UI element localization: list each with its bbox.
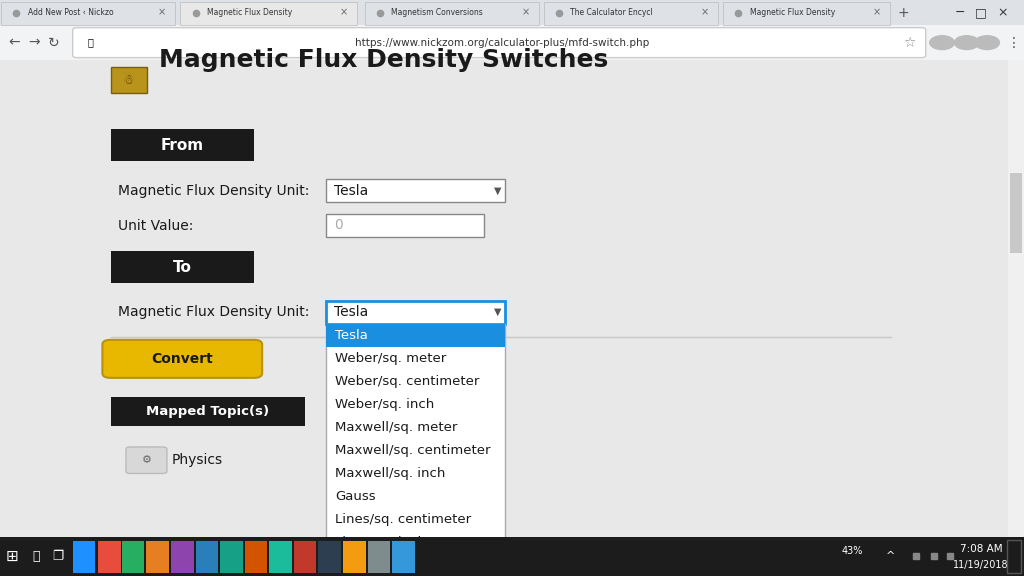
Text: Tesla: Tesla [334,184,368,198]
FancyBboxPatch shape [0,537,1024,576]
Text: ←: ← [8,36,20,50]
Text: Physics: Physics [172,453,223,467]
FancyBboxPatch shape [326,214,484,237]
Text: 🔍: 🔍 [32,550,40,563]
Text: ↻: ↻ [47,36,59,50]
Text: +: + [897,6,909,20]
Text: Magnetic Flux Density Switches: Magnetic Flux Density Switches [159,48,608,73]
FancyBboxPatch shape [98,541,121,573]
Text: ⊞: ⊞ [6,549,18,564]
FancyBboxPatch shape [196,541,218,573]
Text: Lines/sq. centimeter: Lines/sq. centimeter [335,513,471,526]
Text: 11/19/2018: 11/19/2018 [953,560,1009,570]
Text: Weber/sq. centimeter: Weber/sq. centimeter [335,375,479,388]
Text: Tesla: Tesla [335,329,368,342]
Text: ×: × [521,7,529,18]
Text: Mapped Topic(s): Mapped Topic(s) [146,406,269,418]
Text: Weber/sq. meter: Weber/sq. meter [335,352,446,365]
FancyBboxPatch shape [318,541,341,573]
FancyBboxPatch shape [122,541,144,573]
FancyBboxPatch shape [111,67,147,93]
FancyBboxPatch shape [0,60,1024,537]
Text: ×: × [340,7,348,18]
Text: Magnetism Conversions: Magnetism Conversions [391,8,483,17]
FancyBboxPatch shape [111,129,254,161]
Text: 43%: 43% [842,545,862,555]
Text: ^: ^ [886,551,896,562]
Text: Maxwell/sq. meter: Maxwell/sq. meter [335,421,458,434]
Text: Magnetic Flux Density: Magnetic Flux Density [750,8,835,17]
Text: https://www.nickzom.org/calculator-plus/mfd-switch.php: https://www.nickzom.org/calculator-plus/… [354,37,649,48]
FancyBboxPatch shape [111,251,254,283]
Text: ×: × [872,7,881,18]
Text: Magnetic Flux Density Unit:: Magnetic Flux Density Unit: [118,184,309,198]
FancyBboxPatch shape [723,2,890,25]
Text: Weber/sq. inch: Weber/sq. inch [335,398,434,411]
Text: 🔒: 🔒 [87,37,93,48]
FancyBboxPatch shape [326,324,505,576]
FancyBboxPatch shape [1,2,175,25]
Text: −: − [954,6,965,19]
FancyBboxPatch shape [1007,540,1021,573]
FancyBboxPatch shape [1010,173,1022,253]
FancyBboxPatch shape [294,541,316,573]
Text: Convert: Convert [152,352,213,366]
FancyBboxPatch shape [0,0,1024,26]
FancyBboxPatch shape [326,301,505,324]
Text: From: From [161,138,204,153]
FancyBboxPatch shape [1008,60,1024,537]
Circle shape [954,36,979,50]
FancyBboxPatch shape [269,541,292,573]
Circle shape [975,36,999,50]
Text: ⋮: ⋮ [1007,36,1021,50]
Text: ×: × [700,7,709,18]
Text: To: To [173,260,191,275]
FancyBboxPatch shape [326,179,505,202]
Text: □: □ [975,6,987,19]
FancyBboxPatch shape [368,541,390,573]
Text: Gamma: Gamma [335,559,387,572]
Text: ×: × [158,7,166,18]
Text: Magnetic Flux Density: Magnetic Flux Density [207,8,292,17]
Text: ×: × [997,6,1008,19]
FancyBboxPatch shape [111,397,305,426]
FancyBboxPatch shape [126,447,167,473]
FancyBboxPatch shape [171,541,194,573]
FancyBboxPatch shape [343,541,366,573]
Text: Lines/sq. inch: Lines/sq. inch [335,536,426,549]
Text: ❐: ❐ [53,550,63,563]
FancyBboxPatch shape [73,541,95,573]
Text: ☃: ☃ [124,74,134,87]
Text: Magnetic Flux Density Unit:: Magnetic Flux Density Unit: [118,305,309,319]
FancyBboxPatch shape [146,541,169,573]
Circle shape [930,36,954,50]
Text: Maxwell/sq. inch: Maxwell/sq. inch [335,467,445,480]
Text: Maxwell/sq. centimeter: Maxwell/sq. centimeter [335,444,490,457]
Text: Unit Value:: Unit Value: [118,219,194,233]
FancyBboxPatch shape [180,2,357,25]
Text: Add New Post ‹ Nickzo: Add New Post ‹ Nickzo [28,8,114,17]
FancyBboxPatch shape [365,2,539,25]
Text: The Calculator Encycl: The Calculator Encycl [570,8,653,17]
FancyBboxPatch shape [326,324,505,347]
FancyBboxPatch shape [73,28,926,58]
FancyBboxPatch shape [392,541,415,573]
Text: Gauss: Gauss [335,490,376,503]
FancyBboxPatch shape [245,541,267,573]
Text: ▼: ▼ [494,307,502,317]
Text: →: → [28,36,40,50]
Text: 0: 0 [334,218,343,232]
FancyBboxPatch shape [102,340,262,378]
Text: ☆: ☆ [903,36,915,50]
Text: ▼: ▼ [494,185,502,196]
Text: ⚙: ⚙ [141,455,152,465]
FancyBboxPatch shape [220,541,243,573]
Text: 7:08 AM: 7:08 AM [959,544,1002,554]
FancyBboxPatch shape [544,2,718,25]
Text: Tesla: Tesla [334,305,368,319]
FancyBboxPatch shape [0,25,1024,60]
